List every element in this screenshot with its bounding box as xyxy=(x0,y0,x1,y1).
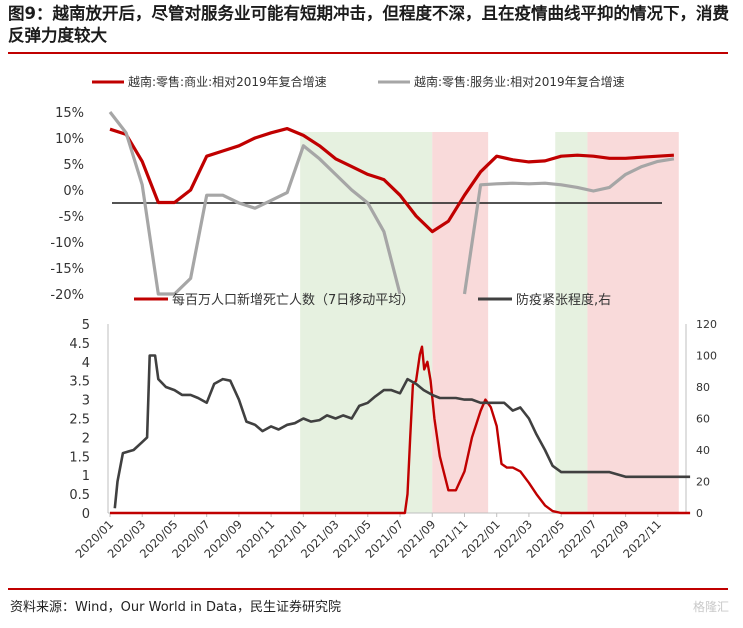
footer-divider xyxy=(8,588,728,590)
shade-band xyxy=(587,132,679,513)
y-tick-label-left: 1.5 xyxy=(69,450,90,465)
legend-label: 每百万人口新增死亡人数（7日移动平均） xyxy=(172,292,414,308)
y-tick-label: -5% xyxy=(59,210,84,225)
page-title: 图9：越南放开后，尽管对服务业可能有短期冲击，但程度不深，且在疫情曲线平抑的情况… xyxy=(8,4,729,45)
series-line-commerce xyxy=(109,127,674,234)
y-tick-label: 0% xyxy=(63,184,84,199)
y-tick-label-left: 5 xyxy=(82,318,90,333)
y-tick-label: 15% xyxy=(55,106,84,121)
shade-band xyxy=(555,132,588,513)
top-legend: 越南:零售:商业:相对2019年复合增速 越南:零售:服务业:相对2019年复合增… xyxy=(92,74,625,89)
y-tick-label-right: 40 xyxy=(696,444,710,457)
series-line-services xyxy=(108,111,402,296)
y-tick-label-right: 100 xyxy=(696,350,717,363)
y-tick-label-right: 60 xyxy=(696,413,710,426)
y-tick-label: -10% xyxy=(50,236,84,251)
y-tick-label-right: 20 xyxy=(696,476,710,489)
y-tick-label-left: 3 xyxy=(82,394,90,409)
source-note: 资料来源：Wind，Our World in Data，民生证券研究院 xyxy=(10,600,342,615)
y-tick-label-left: 4 xyxy=(82,356,90,371)
y-tick-label-left: 4.5 xyxy=(69,337,90,352)
series-line-services xyxy=(462,157,675,295)
shade-band xyxy=(300,132,433,513)
y-tick-label-left: 3.5 xyxy=(69,375,90,390)
y-tick-label: -20% xyxy=(50,288,84,303)
legend-label: 越南:零售:商业:相对2019年复合增速 xyxy=(128,74,327,89)
y-tick-label-right: 80 xyxy=(696,381,710,394)
legend-label: 防疫紧张程度,右 xyxy=(516,292,611,308)
title-divider xyxy=(8,52,728,54)
legend-label: 越南:零售:服务业:相对2019年复合增速 xyxy=(414,74,625,89)
y-tick-label-left: 0.5 xyxy=(69,488,90,503)
y-tick-label-left: 2.5 xyxy=(69,413,90,428)
y-tick-label-right: 120 xyxy=(696,318,717,331)
series-line-stringency xyxy=(113,354,691,509)
y-tick-label-left: 0 xyxy=(82,507,90,522)
y-tick-label-left: 2 xyxy=(82,431,90,446)
y-tick-label: 5% xyxy=(63,158,84,173)
y-tick-label: 10% xyxy=(55,132,84,147)
y-tick-label-left: 1 xyxy=(82,469,90,484)
y-tick-label-right: 0 xyxy=(696,507,703,520)
y-tick-label: -15% xyxy=(50,262,84,277)
watermark-logo: 格隆汇 xyxy=(692,600,729,614)
